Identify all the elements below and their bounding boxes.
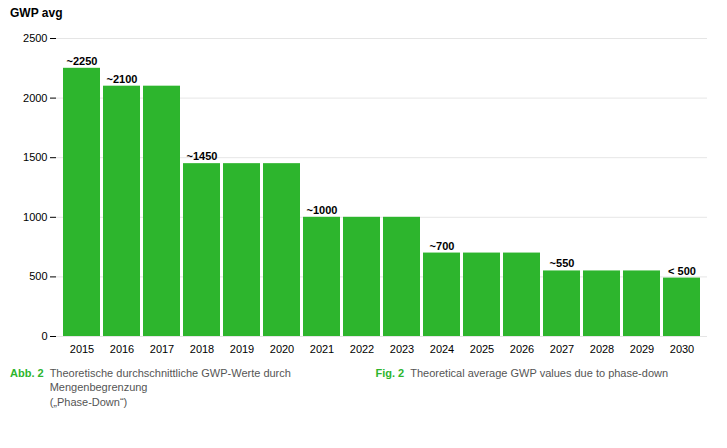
svg-text:~1450: ~1450 xyxy=(187,150,218,162)
svg-text:2025: 2025 xyxy=(470,343,494,355)
svg-text:2016: 2016 xyxy=(110,343,134,355)
html-text:Fig. 2: Fig. 2 xyxy=(375,367,405,379)
svg-text:1500: 1500 xyxy=(23,151,47,163)
svg-text:0: 0 xyxy=(41,330,47,342)
svg-text:2023: 2023 xyxy=(390,343,414,355)
svg-text:2024: 2024 xyxy=(430,343,454,355)
svg-text:2017: 2017 xyxy=(150,343,174,355)
svg-text:2500: 2500 xyxy=(23,32,47,44)
svg-text:2026: 2026 xyxy=(510,343,534,355)
svg-text:~2250: ~2250 xyxy=(67,55,98,67)
svg-text:2000: 2000 xyxy=(23,92,47,104)
svg-text:~1000: ~1000 xyxy=(307,204,338,216)
svg-text:2021: 2021 xyxy=(310,343,334,355)
svg-text:500: 500 xyxy=(29,270,47,282)
svg-text:2030: 2030 xyxy=(670,343,694,355)
svg-text:< 500: < 500 xyxy=(668,265,696,277)
svg-text:~550: ~550 xyxy=(550,257,575,269)
svg-text:2028: 2028 xyxy=(590,343,614,355)
html-text:Abb. 2: Abb. 2 xyxy=(10,367,44,379)
html-text:GWP avg: GWP avg xyxy=(10,6,63,20)
svg-text:~2100: ~2100 xyxy=(107,73,138,85)
svg-text:2027: 2027 xyxy=(550,343,574,355)
svg-text:2022: 2022 xyxy=(350,343,374,355)
html-text:Theoretische durchschnittliche: Theoretische durchschnittliche GWP-Werte… xyxy=(49,367,291,408)
svg-text:2019: 2019 xyxy=(230,343,254,355)
svg-text:2018: 2018 xyxy=(190,343,214,355)
svg-text:2029: 2029 xyxy=(630,343,654,355)
svg-text:1000: 1000 xyxy=(23,211,47,223)
html-text:Theoretical average GWP values: Theoretical average GWP values due to ph… xyxy=(410,367,669,379)
svg-text:2020: 2020 xyxy=(270,343,294,355)
svg-text:2015: 2015 xyxy=(70,343,94,355)
svg-text:~700: ~700 xyxy=(430,240,455,252)
